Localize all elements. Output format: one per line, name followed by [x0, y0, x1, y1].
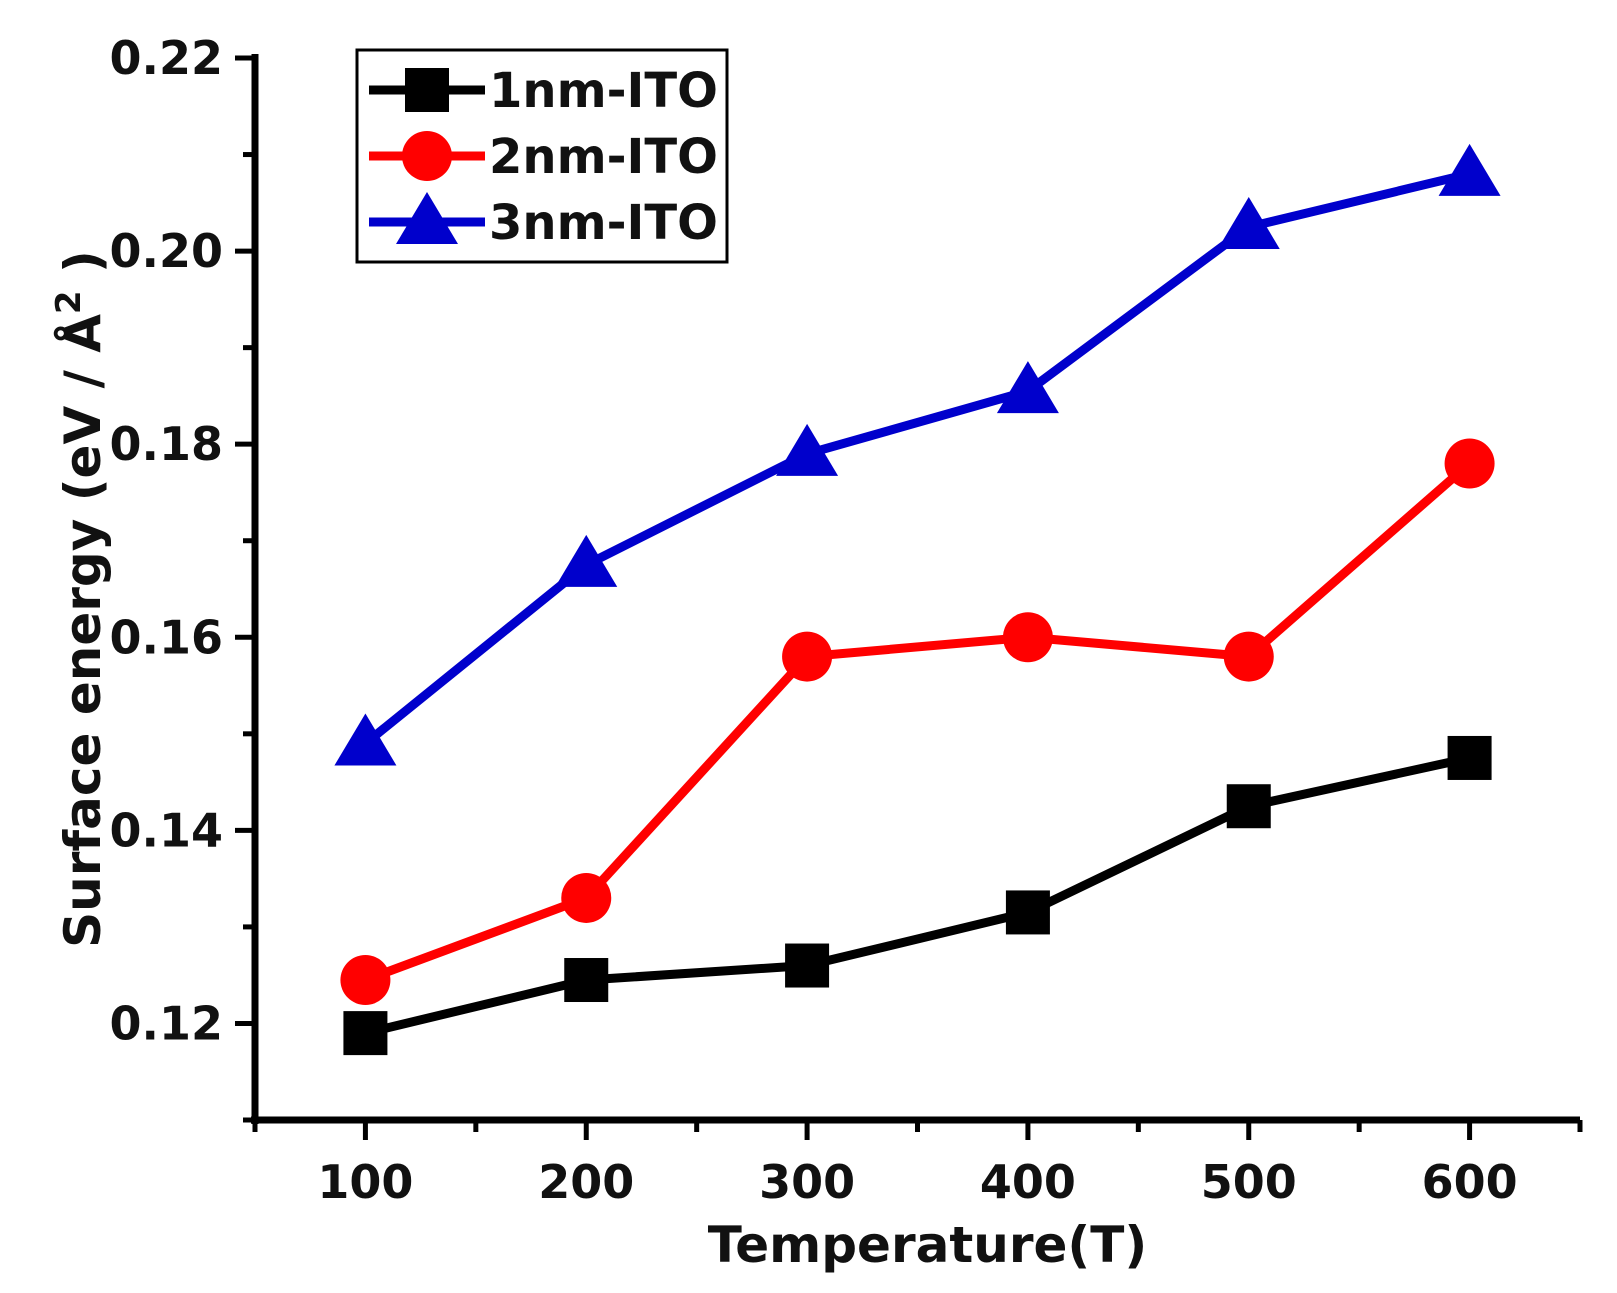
legend-entry-1nm-ITO: 1nm-ITO [369, 63, 718, 119]
y-tick-label: 0.16 [110, 610, 224, 664]
data-point-1nm-ITO-500 [1226, 784, 1271, 829]
y-tick-label: 0.14 [110, 803, 224, 857]
x-axis-title: Temperature(T) [708, 1216, 1147, 1274]
y-axis-title-close: ) [54, 250, 112, 290]
data-point-1nm-ITO-100 [343, 1011, 388, 1056]
y-axis-title-main: Surface energy (eV / Å [53, 314, 112, 948]
data-point-2nm-ITO-600 [1444, 438, 1495, 489]
legend-entry-3nm-ITO: 3nm-ITO [369, 192, 718, 251]
data-point-3nm-ITO-500 [1217, 196, 1280, 249]
data-point-3nm-ITO-400 [996, 361, 1059, 414]
series-line-2nm-ITO [363, 460, 1473, 985]
legend-label: 2nm-ITO [489, 129, 718, 185]
legend-label: 3nm-ITO [489, 195, 718, 251]
y-tick-label: 0.12 [110, 996, 224, 1050]
x-tick-label: 300 [759, 1155, 855, 1209]
data-point-1nm-ITO-200 [564, 958, 609, 1003]
data-point-3nm-ITO-100 [334, 713, 397, 766]
series-1nm-ITO [343, 735, 1492, 1056]
legend-marker-3nm-ITO [396, 192, 458, 244]
x-tick-label: 500 [1201, 1155, 1297, 1209]
legend-marker-2nm-ITO [402, 131, 452, 181]
legend-entry-2nm-ITO: 2nm-ITO [369, 129, 718, 185]
axis-layer: 0.12 0.14 0.16 0.18 0.20 0.22 100 200 300 400 500 6… [49, 31, 1583, 1274]
data-point-1nm-ITO-300 [785, 943, 830, 988]
x-tick-label: 200 [538, 1155, 634, 1209]
x-tick-label: 400 [980, 1155, 1076, 1209]
series-layer [334, 143, 1501, 1056]
y-tick-label: 0.20 [110, 224, 224, 278]
series-line-1nm-ITO [364, 753, 1471, 1038]
series-2nm-ITO [340, 438, 1495, 1006]
x-tick-label: 100 [317, 1155, 413, 1209]
series-3nm-ITO [334, 143, 1501, 766]
y-axis-title: Surface energy (eV / Å2 ) [49, 250, 112, 948]
legend-label: 1nm-ITO [489, 63, 718, 119]
data-point-2nm-ITO-300 [782, 631, 833, 682]
data-point-1nm-ITO-400 [1005, 890, 1050, 935]
data-point-1nm-ITO-600 [1447, 735, 1492, 780]
data-point-2nm-ITO-200 [561, 872, 612, 923]
y-axis-title-superscript: 2 [49, 290, 89, 314]
data-point-2nm-ITO-400 [1002, 612, 1053, 663]
legend-marker-1nm-ITO [405, 68, 449, 112]
data-point-3nm-ITO-200 [555, 534, 618, 587]
data-point-2nm-ITO-500 [1223, 631, 1274, 682]
x-tick-label: 600 [1422, 1155, 1518, 1209]
y-tick-label: 0.22 [110, 31, 224, 85]
y-tick-label: 0.18 [110, 417, 224, 471]
data-point-2nm-ITO-100 [340, 955, 391, 1006]
data-point-3nm-ITO-600 [1438, 143, 1501, 196]
data-point-3nm-ITO-300 [776, 423, 839, 476]
series-line-3nm-ITO [362, 169, 1471, 747]
legend: 1nm-ITO 2nm-ITO 3nm-ITO [355, 48, 729, 264]
